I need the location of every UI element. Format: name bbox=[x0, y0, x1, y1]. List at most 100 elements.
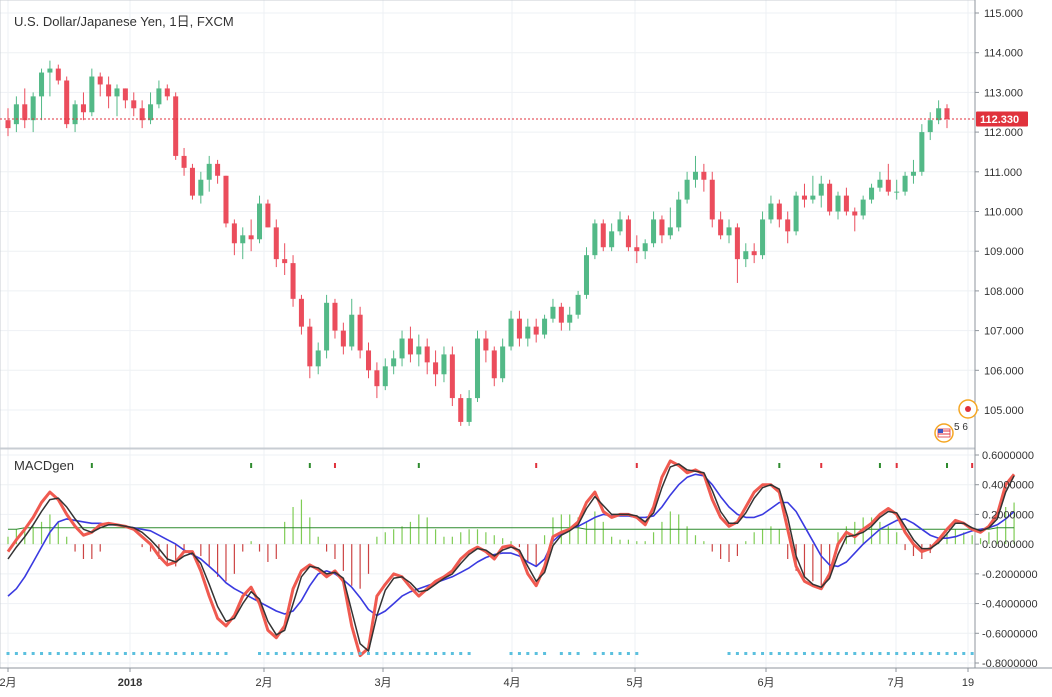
candle-body bbox=[743, 251, 749, 260]
macd-signal-markers bbox=[90, 463, 974, 468]
signal-marker bbox=[895, 463, 898, 468]
alert-bell-icon[interactable] bbox=[958, 399, 978, 419]
chart-title: U.S. Dollar/Japanese Yen, 1日, FXCM bbox=[14, 14, 234, 29]
candle-body bbox=[852, 211, 858, 216]
candle-body bbox=[894, 191, 900, 193]
indicator-dot bbox=[98, 652, 102, 655]
indicator-dot bbox=[467, 652, 471, 655]
indicator-dot bbox=[417, 652, 421, 655]
indicator-dot bbox=[56, 652, 60, 655]
indicator-dot bbox=[207, 652, 211, 655]
time-axis-label: 2018 bbox=[118, 677, 142, 689]
indicator-dot bbox=[182, 652, 186, 655]
candle-body bbox=[22, 104, 28, 121]
indicator-dot bbox=[383, 652, 387, 655]
indicator-dot bbox=[794, 652, 798, 655]
candle-body bbox=[273, 227, 279, 260]
indicator-dot bbox=[90, 652, 94, 655]
price-grid bbox=[0, 0, 975, 448]
indicator-dot bbox=[911, 652, 915, 655]
candle-body bbox=[508, 318, 514, 347]
indicator-dot bbox=[735, 652, 739, 655]
time-axis-label: 4月 bbox=[503, 677, 520, 689]
macd-axis-label: 0.0000000 bbox=[982, 539, 1034, 551]
candle-body bbox=[332, 302, 338, 331]
candle-body bbox=[835, 195, 841, 212]
indicator-dot bbox=[886, 652, 890, 655]
macd-axis-label: 0.4000000 bbox=[982, 480, 1034, 492]
indicator-dot bbox=[568, 652, 572, 655]
indicator-dot bbox=[283, 652, 287, 655]
candle-body bbox=[374, 370, 380, 387]
indicator-dot bbox=[945, 652, 949, 655]
candle-body bbox=[491, 350, 497, 379]
candle-body bbox=[516, 318, 522, 339]
indicator-dot bbox=[81, 652, 85, 655]
candle-body bbox=[47, 68, 53, 73]
price-axis-label: 111.000 bbox=[984, 167, 1022, 179]
time-axis-label: 19 bbox=[962, 677, 974, 689]
candle-body bbox=[391, 358, 397, 367]
candle-body bbox=[39, 72, 45, 97]
macd-axis-label: 0.6000000 bbox=[982, 450, 1034, 462]
candle-body bbox=[709, 179, 715, 220]
indicator-dot bbox=[769, 652, 773, 655]
indicator-dot bbox=[149, 652, 153, 655]
indicator-dot bbox=[6, 652, 10, 655]
candles-layer bbox=[5, 60, 950, 426]
candle-body bbox=[240, 235, 246, 244]
candle-body bbox=[114, 88, 120, 97]
indicator-dot bbox=[308, 652, 312, 655]
candle-body bbox=[651, 219, 657, 244]
candle-body bbox=[106, 84, 112, 97]
us-flag-events-icon[interactable] bbox=[934, 423, 954, 443]
indicator-dot bbox=[853, 652, 857, 655]
candle-body bbox=[189, 167, 195, 196]
candle-body bbox=[441, 354, 447, 375]
candle-body bbox=[5, 120, 11, 129]
candle-body bbox=[131, 100, 137, 109]
indicator-dot bbox=[31, 652, 35, 655]
signal-line bbox=[7, 463, 1015, 652]
candle-body bbox=[793, 195, 799, 232]
candle-body bbox=[701, 171, 707, 180]
indicator-dot bbox=[157, 652, 161, 655]
macd-grid bbox=[0, 449, 975, 668]
indicator-dot bbox=[65, 652, 69, 655]
candle-body bbox=[30, 96, 36, 121]
indicator-dot bbox=[878, 652, 882, 655]
indicator-dot bbox=[48, 652, 52, 655]
candle-body bbox=[667, 227, 673, 236]
indicator-dot bbox=[786, 652, 790, 655]
indicator-dot bbox=[559, 652, 563, 655]
price-axis: 115.000 114.000 113.000 112.000 111.000 110.0… bbox=[975, 8, 1024, 417]
signal-marker bbox=[820, 463, 823, 468]
time-axis-label: 3月 bbox=[374, 677, 391, 689]
candle-body bbox=[156, 88, 162, 105]
indicator-dot bbox=[107, 652, 111, 655]
candle-body bbox=[340, 330, 346, 347]
indicator-dot bbox=[459, 652, 463, 655]
indicator-dot bbox=[333, 652, 337, 655]
price-axis-label: 115.000 bbox=[984, 8, 1023, 20]
signal-marker bbox=[308, 463, 311, 468]
indicator-dot bbox=[601, 652, 605, 655]
indicator-dot bbox=[316, 652, 320, 655]
candle-body bbox=[550, 306, 556, 319]
indicator-dot bbox=[618, 652, 622, 655]
indicator-dot bbox=[190, 652, 194, 655]
indicator-dot bbox=[442, 652, 446, 655]
indicator-dot bbox=[165, 652, 169, 655]
time-axis-label: 6月 bbox=[757, 677, 774, 689]
indicator-dot bbox=[274, 652, 278, 655]
signal-marker bbox=[946, 463, 948, 468]
indicator-dot bbox=[626, 652, 630, 655]
price-axis-label: 105.000 bbox=[984, 405, 1024, 417]
candle-body bbox=[718, 219, 724, 236]
candle-body bbox=[625, 219, 631, 248]
candle-body bbox=[164, 88, 170, 97]
candle-body bbox=[785, 219, 791, 232]
indicator-dot bbox=[811, 652, 815, 655]
